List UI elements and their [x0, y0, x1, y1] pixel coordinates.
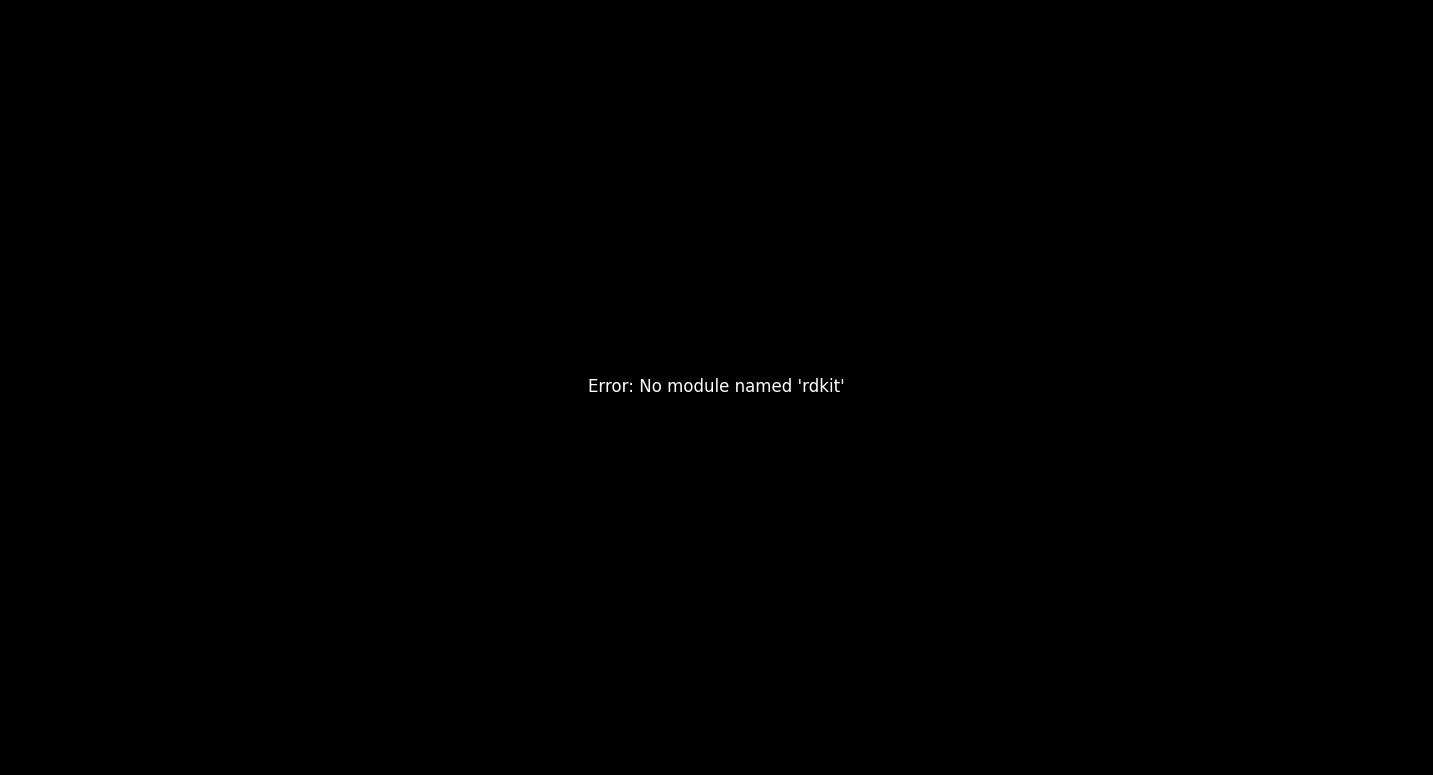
Text: Error: No module named 'rdkit': Error: No module named 'rdkit'	[588, 378, 845, 397]
